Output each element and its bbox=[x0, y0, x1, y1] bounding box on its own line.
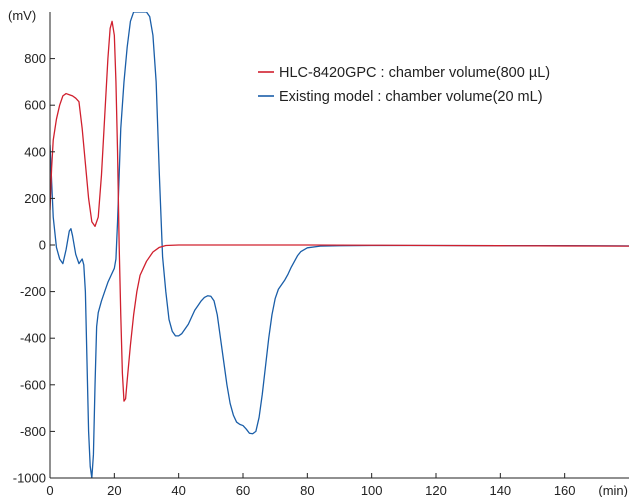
legend-label-1: Existing model : chamber volume(20 mL) bbox=[279, 89, 543, 105]
x-tick-label: 20 bbox=[107, 483, 121, 497]
series-line-0 bbox=[50, 20, 629, 402]
y-tick-label: 600 bbox=[24, 98, 46, 113]
y-axis-unit: (mV) bbox=[8, 8, 36, 23]
x-tick-label: 100 bbox=[361, 483, 383, 497]
y-tick-label: -200 bbox=[20, 284, 46, 299]
y-tick-label: 400 bbox=[24, 144, 46, 159]
x-axis-unit: (min) bbox=[598, 483, 628, 497]
y-tick-label: 200 bbox=[24, 191, 46, 206]
y-tick-label: -1000 bbox=[13, 471, 46, 486]
legend-label-0: HLC-8420GPC : chamber volume(800 µL) bbox=[279, 65, 550, 81]
y-tick-label: 0 bbox=[39, 238, 46, 253]
series-line-1 bbox=[50, 12, 629, 478]
x-tick-label: 140 bbox=[489, 483, 511, 497]
x-tick-label: 160 bbox=[554, 483, 576, 497]
y-tick-label: -800 bbox=[20, 424, 46, 439]
x-tick-label: 120 bbox=[425, 483, 447, 497]
x-tick-label: 60 bbox=[236, 483, 250, 497]
x-tick-label: 40 bbox=[171, 483, 185, 497]
x-tick-label: 0 bbox=[46, 483, 53, 497]
y-tick-label: 800 bbox=[24, 51, 46, 66]
y-tick-label: -400 bbox=[20, 331, 46, 346]
x-tick-label: 80 bbox=[300, 483, 314, 497]
y-tick-label: -600 bbox=[20, 377, 46, 392]
